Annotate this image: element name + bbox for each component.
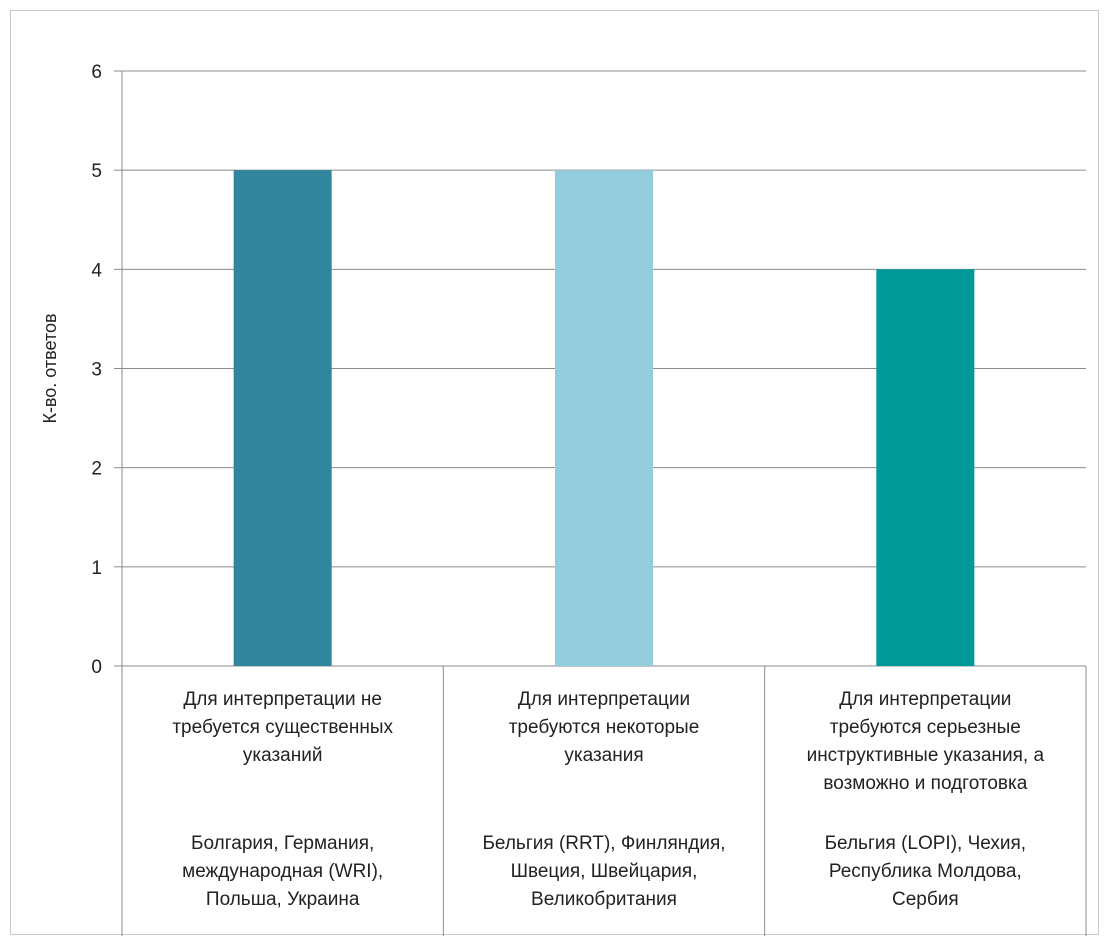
y-tick-label: 3 bbox=[91, 360, 102, 381]
y-tick-labels: 0 1 2 3 4 5 6 bbox=[91, 62, 102, 678]
bar bbox=[876, 269, 975, 666]
category-label-line: требуются некоторые bbox=[509, 717, 700, 738]
category-label-line: указания bbox=[564, 745, 643, 766]
category-label-line: требуются серьезные bbox=[830, 717, 1021, 738]
category-countries-line: Бельгия (RRT), Финляндия, bbox=[482, 833, 725, 854]
chart-area: 0 1 2 3 4 5 6 Для интерпретации не требуется су… bbox=[10, 10, 1099, 936]
bar bbox=[555, 170, 653, 666]
category-label: Для интерпретации требуются серьезные инст… bbox=[807, 689, 1045, 794]
category-label-line: Для интерпретации не bbox=[183, 689, 382, 710]
category-label: Для интерпретации не требуется существенн… bbox=[172, 689, 393, 766]
y-tick-label: 5 bbox=[91, 161, 102, 182]
category-countries-line: Великобритания bbox=[531, 889, 677, 910]
category-countries-line: Бельгия (LOPI), Чехия, bbox=[825, 833, 1027, 854]
bars bbox=[233, 170, 975, 666]
y-tick-label: 6 bbox=[91, 62, 102, 83]
category-countries-line: международная (WRI), bbox=[182, 861, 383, 882]
category-countries: Болгария, Германия, международная (WRI), П… bbox=[182, 833, 383, 910]
category-labels: Для интерпретации не требуется существенн… bbox=[172, 689, 1044, 910]
y-axis-label: К-во. ответов bbox=[40, 313, 60, 423]
bar bbox=[233, 170, 332, 666]
category-label-line: инструктивные указания, а bbox=[807, 745, 1045, 766]
category-countries-line: Болгария, Германия, bbox=[191, 833, 374, 854]
y-tick-label: 1 bbox=[91, 558, 102, 579]
category-label: Для интерпретации требуются некоторые указ… bbox=[509, 689, 700, 766]
category-label-line: Для интерпретации bbox=[839, 689, 1011, 710]
category-countries: Бельгия (RRT), Финляндия, Швеция, Швейцар… bbox=[482, 833, 725, 910]
y-tick-label: 0 bbox=[91, 657, 102, 678]
category-label-line: Для интерпретации bbox=[518, 689, 690, 710]
category-label-line: требуется существенных bbox=[172, 717, 393, 738]
category-countries: Бельгия (LOPI), Чехия, Республика Молдова… bbox=[825, 833, 1027, 910]
y-tick-label: 2 bbox=[91, 459, 102, 480]
category-label-line: возможно и подготовка bbox=[823, 773, 1027, 794]
bar-chart: 0 1 2 3 4 5 6 Для интерпретации не требуется су… bbox=[40, 62, 1087, 936]
category-label-line: указаний bbox=[243, 745, 323, 766]
y-tick-label: 4 bbox=[91, 260, 102, 281]
category-countries-line: Польша, Украина bbox=[206, 889, 360, 910]
category-countries-line: Сербия bbox=[892, 889, 959, 910]
category-countries-line: Республика Молдова, bbox=[829, 861, 1022, 882]
category-countries-line: Швеция, Швейцария, bbox=[511, 861, 698, 882]
